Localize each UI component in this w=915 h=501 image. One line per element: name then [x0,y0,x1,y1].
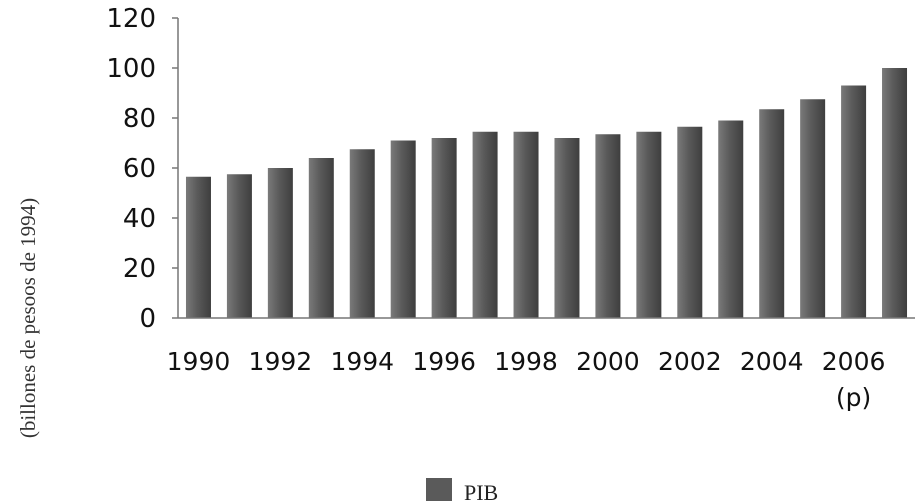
bar-2004 [759,109,785,318]
x-tick-sublabel: (p) [836,383,871,412]
y-axis: 0 20 40 60 80 100 120 [106,4,179,334]
x-tick-label: 1998 [494,347,558,376]
x-tick-label: 1996 [412,347,476,376]
bar-2005 [800,99,826,318]
legend: PIB [426,478,498,501]
bar-1999 [554,138,580,318]
y-tick-label: 40 [123,204,156,234]
bar-1997 [472,131,498,318]
y-tick-label: 120 [106,4,156,34]
bar-1995 [390,140,416,318]
x-tick-label: 1994 [330,347,394,376]
bar-2001 [636,131,662,318]
bar-1996 [431,138,457,318]
bar-1993 [308,158,334,318]
x-tick-label: 2000 [576,347,640,376]
y-tick-label: 60 [123,154,156,184]
bar-1991 [226,174,252,318]
x-tick-label: 1990 [167,347,231,376]
bar-1990 [185,176,211,318]
x-axis: 1990 1992 1994 1996 1998 2000 2002 2004 2006 (p) [167,317,915,412]
x-tick-label: 1992 [249,347,313,376]
bar-2002 [677,126,703,318]
x-tick-label: 2006 [822,347,886,376]
bar-1998 [513,131,539,318]
bar-2007 [882,68,908,318]
legend-swatch [426,478,452,501]
bars [185,68,908,318]
bar-1994 [349,149,375,318]
y-axis-label: (billones de pesoos de 1994) [16,198,40,438]
legend-label: PIB [464,480,498,501]
bar-2000 [595,134,621,318]
y-tick-label: 80 [123,104,156,134]
bar-1992 [267,168,293,318]
x-tick-label: 2004 [740,347,804,376]
y-tick-label: 20 [123,254,156,284]
bar-2006 [841,85,867,318]
bar-2003 [718,120,744,318]
x-tick-label: 2002 [658,347,722,376]
y-tick-label: 100 [106,54,156,84]
y-tick-label: 0 [139,304,156,334]
